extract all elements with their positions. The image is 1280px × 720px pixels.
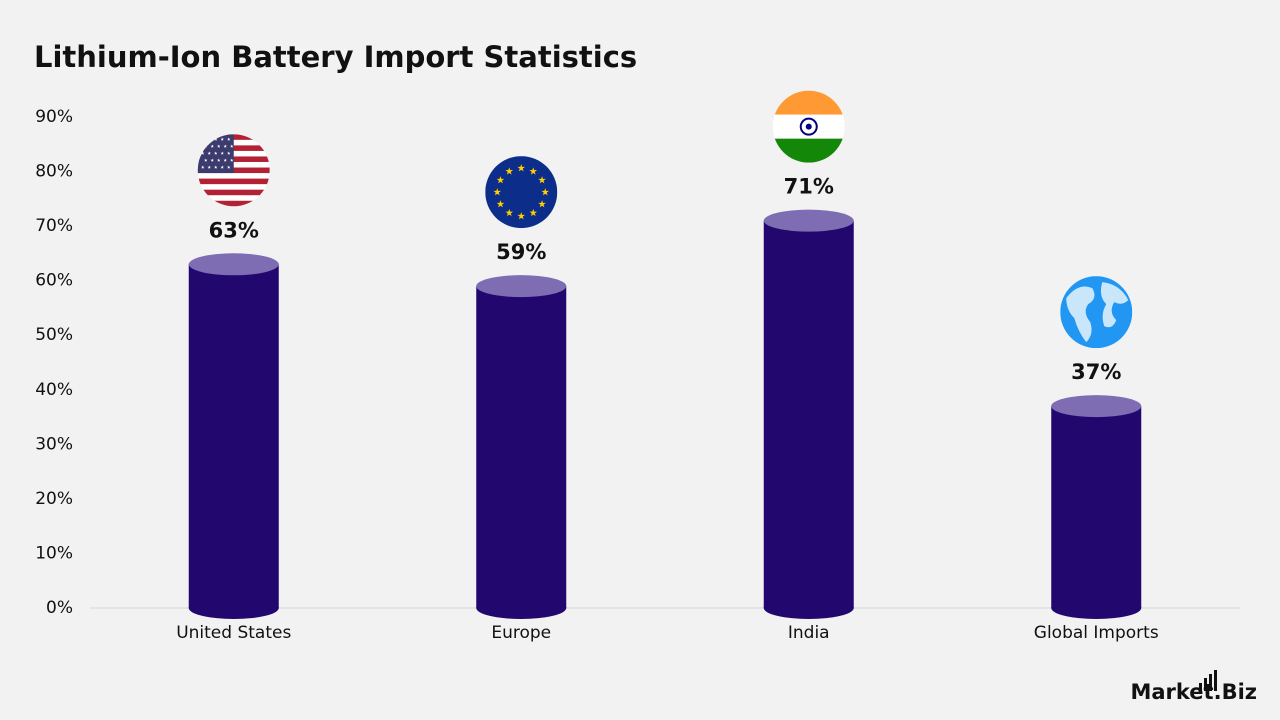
star [204,158,208,162]
value-label: 63% [209,218,259,242]
y-tick-label: 90% [35,107,73,127]
star [223,144,227,148]
star [214,137,218,141]
flag-icon [1060,276,1133,349]
y-tick-label: 40% [35,380,73,400]
star [227,137,231,141]
stripe [197,178,270,185]
bar [188,264,279,608]
star [227,165,231,169]
star [505,208,514,217]
flag-icon [197,134,270,207]
bar-cap [188,253,279,276]
star [493,188,502,196]
star [496,176,505,184]
y-tick-label: 70% [35,216,73,236]
star [220,151,224,155]
star [207,165,211,169]
logo: Market.Biz [1130,680,1257,704]
star [217,144,221,148]
star [217,158,221,162]
y-tick-label: 60% [35,271,73,291]
star [541,188,550,196]
x-tick-label: Global Imports [1034,623,1159,643]
land [1100,282,1129,328]
x-tick-label: Europe [491,623,551,643]
chart-title: Lithium-Ion Battery Import Statistics [34,40,637,74]
flag [772,90,845,163]
star [230,158,234,162]
chakra [799,117,818,136]
y-tick-label: 20% [35,489,73,509]
chakra-hub [805,123,812,130]
flag [197,134,270,207]
star [517,212,526,220]
star [207,137,211,141]
star [210,144,214,148]
value-label: 59% [496,240,546,264]
star [517,164,526,172]
band [772,90,845,115]
bar-cap [1051,395,1142,418]
star [227,151,231,155]
flag [1060,276,1133,349]
y-tick-label: 30% [35,434,73,454]
star [529,208,538,217]
stripe [197,189,270,196]
star [220,137,224,141]
value-label: 37% [1071,360,1121,384]
star [496,200,505,208]
x-tick-label: India [788,623,830,643]
bar-cap [476,275,567,298]
star [201,137,205,141]
bar [1051,406,1142,608]
star [538,176,546,184]
bar [476,286,567,608]
bar-cap [763,209,854,232]
star [210,158,214,162]
star [201,165,205,169]
flag [485,156,558,229]
star [201,151,205,155]
star [505,167,514,175]
y-tick-label: 0% [46,598,73,618]
star [207,151,211,155]
star [529,167,538,175]
stripe [197,200,270,207]
y-tick-label: 80% [35,162,73,182]
stripe [197,184,270,191]
bar [763,220,854,608]
y-tick-label: 50% [35,325,73,345]
logo-bars [1199,670,1217,691]
stripe [197,195,270,202]
star [538,200,546,208]
flag-icon [772,90,845,163]
band [772,138,845,163]
stripe [197,173,270,180]
x-tick-label: United States [176,623,291,643]
land [1066,286,1095,343]
star [220,165,224,169]
star [214,165,218,169]
value-label: 71% [784,175,834,199]
y-tick-label: 10% [35,543,73,563]
star [214,151,218,155]
star [230,144,234,148]
star [223,158,227,162]
flag-icon [485,156,558,229]
